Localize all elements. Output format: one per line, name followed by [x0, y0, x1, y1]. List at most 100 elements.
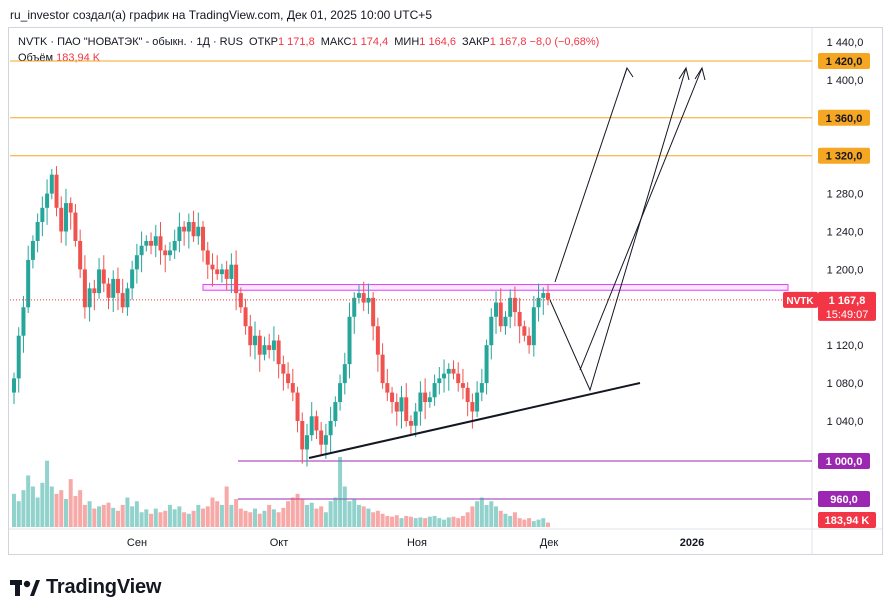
volume-bar: [257, 513, 262, 527]
candle-body: [304, 435, 309, 450]
close-value: 1 167,8: [489, 36, 527, 48]
volume-bar: [276, 512, 281, 527]
candle-body: [210, 264, 215, 270]
candle-body: [456, 373, 461, 384]
candle-body: [82, 269, 87, 308]
volume-bar: [319, 506, 324, 527]
candle-body: [68, 203, 73, 213]
level-label-1: 1 360,0: [826, 113, 863, 125]
volume-bar: [30, 486, 35, 527]
candle-body: [394, 402, 399, 412]
candle-body: [503, 316, 508, 327]
candle-body: [460, 383, 465, 388]
candle-body: [385, 383, 390, 393]
candle-body: [437, 378, 442, 384]
symbol-description[interactable]: NVTK · ПАО "НОВАТЭК" - обыкн. · 1Д · RUS: [18, 36, 243, 48]
candle-body: [111, 278, 116, 298]
candle-body: [130, 269, 135, 289]
volume-bar: [73, 496, 78, 527]
tradingview-wordmark: TradingView: [46, 575, 162, 598]
candle-body: [97, 269, 102, 294]
candle-body: [106, 283, 111, 298]
y-tick-7: 1 040,0: [827, 416, 864, 428]
volume-bar: [498, 510, 503, 527]
tradingview-logo-icon: [10, 580, 40, 596]
volume-bar: [229, 504, 234, 527]
x-tick-4: 2026: [680, 537, 704, 549]
volume-bar: [475, 501, 480, 527]
chart-header-title: ru_investor создал(а) график на TradingV…: [10, 8, 432, 22]
volume-bar: [342, 486, 347, 527]
countdown-label: 15:49:07: [826, 309, 869, 321]
high-label: МАКС: [320, 36, 352, 48]
candle-body: [153, 236, 158, 246]
candle-body: [215, 269, 220, 275]
volume-bar: [361, 506, 366, 527]
volume-bar: [139, 512, 144, 527]
volume-bar: [517, 518, 522, 527]
candle-body: [78, 240, 83, 270]
candle-body: [470, 402, 475, 412]
volume-bar: [35, 497, 40, 527]
candle-body: [101, 269, 106, 284]
volume-bar: [191, 510, 196, 527]
candle-body: [49, 174, 54, 194]
volume-bar: [78, 490, 83, 527]
volume-bar: [394, 515, 399, 527]
volume-bar: [219, 504, 224, 527]
candle-body: [238, 293, 243, 308]
volume-bar: [380, 513, 385, 527]
volume-bar: [338, 457, 343, 527]
candle-body: [371, 297, 376, 327]
volume-bar: [253, 508, 258, 527]
level-tag-1: [818, 109, 870, 126]
candle-body: [366, 297, 371, 303]
candle-body: [45, 193, 50, 208]
volume-bar: [40, 482, 45, 527]
ohlc-legend: NVTK · ПАО "НОВАТЭК" - обыкн. · 1Д · RUS…: [18, 36, 599, 48]
x-tick-1: Окт: [270, 537, 289, 549]
candle-body: [319, 430, 324, 445]
low-value: 1 164,6: [419, 36, 456, 48]
candle-body: [356, 293, 361, 298]
volume-bar: [442, 519, 447, 527]
candle-body: [167, 250, 172, 256]
volume-bar: [404, 515, 409, 527]
volume-bar: [201, 508, 206, 527]
volume-tag-label: 183,94 K: [825, 515, 870, 527]
candle-body: [338, 383, 343, 403]
symbol-tag-bg: [783, 291, 818, 308]
level-label-2: 1 320,0: [826, 151, 863, 163]
volume-bar: [423, 518, 428, 527]
projection-path-3: [554, 67, 628, 283]
candle-body: [54, 174, 59, 208]
volume-bar: [503, 513, 508, 527]
volume-bar: [479, 497, 484, 527]
candle-body: [115, 278, 120, 294]
volume-bar: [215, 501, 220, 527]
candle-body: [248, 326, 253, 346]
candle-body: [484, 345, 489, 384]
volume-bar: [281, 507, 286, 527]
volume-bar: [314, 508, 319, 527]
volume-bar: [210, 497, 215, 527]
candle-body: [352, 297, 357, 317]
open-label: ОТКР: [248, 36, 278, 48]
volume-bar: [97, 506, 102, 527]
volume-bar: [484, 504, 489, 527]
candle-body: [375, 326, 380, 355]
volume-bar: [522, 519, 527, 527]
volume-bar: [328, 501, 333, 527]
chart-frame: [8, 27, 883, 555]
volume-bar: [333, 497, 338, 527]
candle-body: [257, 335, 262, 355]
volume-tag-bg: [818, 512, 876, 528]
volume-bar: [347, 501, 352, 527]
volume-bar: [536, 519, 541, 527]
y-tick-1: 1 400,0: [827, 75, 864, 87]
candle-body: [30, 240, 35, 260]
candle-body: [442, 373, 447, 379]
volume-bar: [399, 518, 404, 527]
volume-bar: [546, 522, 550, 527]
